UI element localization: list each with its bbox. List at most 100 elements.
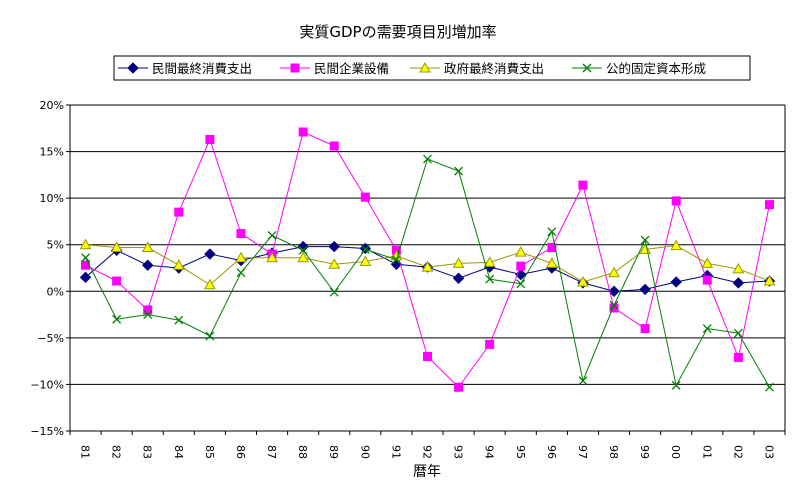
data-point xyxy=(608,285,620,297)
data-point xyxy=(143,305,153,315)
x-tick-label: 00 xyxy=(669,445,682,459)
data-point xyxy=(328,240,340,253)
data-point xyxy=(110,241,123,253)
data-point xyxy=(142,259,154,271)
data-point xyxy=(702,275,712,285)
data-point xyxy=(205,331,215,341)
data-point xyxy=(671,380,681,390)
data-point xyxy=(577,275,589,287)
data-point xyxy=(578,376,588,386)
data-point xyxy=(205,134,215,144)
data-point xyxy=(701,257,714,268)
data-point xyxy=(545,257,558,268)
series-layer xyxy=(79,127,776,392)
legend-marker xyxy=(290,63,300,73)
data-point xyxy=(143,310,153,320)
data-point xyxy=(671,196,681,206)
x-tick-label: 01 xyxy=(700,445,713,459)
x-tick-label: 99 xyxy=(638,445,651,459)
legend-marker xyxy=(582,63,592,73)
x-tick-label: 87 xyxy=(265,445,278,459)
data-point xyxy=(236,268,246,278)
data-point xyxy=(235,251,247,263)
data-point xyxy=(79,238,92,250)
data-point xyxy=(454,382,464,392)
y-tick-label: 10% xyxy=(40,192,64,205)
x-tick-label: 82 xyxy=(110,445,123,459)
data-point xyxy=(732,262,745,274)
y-tick-label: −15% xyxy=(30,425,64,438)
x-tick-label: 85 xyxy=(203,445,216,459)
x-tick-label: 94 xyxy=(483,445,496,459)
x-tick-label: 96 xyxy=(545,445,558,459)
y-tick-label: 15% xyxy=(40,146,64,159)
data-point xyxy=(81,253,91,263)
y-tick-label: −5% xyxy=(37,332,64,345)
x-tick-label: 90 xyxy=(358,445,371,459)
data-point xyxy=(578,180,588,190)
data-point xyxy=(204,278,216,290)
data-point xyxy=(421,261,434,272)
data-point xyxy=(423,351,432,361)
data-point xyxy=(640,235,650,245)
data-point xyxy=(483,256,496,267)
x-tick-label: 98 xyxy=(607,445,620,459)
data-point xyxy=(359,255,372,266)
x-tick-label: 03 xyxy=(762,445,775,459)
y-tick-label: 0% xyxy=(47,285,64,298)
data-point xyxy=(267,230,277,240)
data-point xyxy=(639,283,651,296)
data-point xyxy=(423,154,432,164)
data-point xyxy=(702,324,712,334)
data-point xyxy=(328,258,341,269)
legend-item: 政府最終消費支出 xyxy=(410,61,544,76)
legend-label: 民間企業設備 xyxy=(314,61,389,76)
x-tick-label: 97 xyxy=(576,445,589,459)
x-tick-label: 84 xyxy=(172,445,185,459)
data-point xyxy=(733,352,743,362)
x-tick-label: 89 xyxy=(327,445,340,459)
legend-marker xyxy=(127,62,139,74)
x-tick-label: 91 xyxy=(389,445,402,459)
data-point xyxy=(141,241,154,253)
x-tick-label: 86 xyxy=(234,445,247,459)
data-point xyxy=(452,257,465,268)
data-point xyxy=(391,255,401,265)
data-point xyxy=(112,314,122,324)
series-4 xyxy=(81,154,774,392)
legend-item: 民間企業設備 xyxy=(280,61,389,76)
data-point xyxy=(732,277,745,289)
data-point xyxy=(452,272,465,284)
data-point xyxy=(298,127,308,137)
data-point xyxy=(204,248,216,260)
data-point xyxy=(516,279,526,289)
legend-label: 公的固定資本形成 xyxy=(606,61,706,76)
data-point xyxy=(454,166,464,176)
x-tick-label: 81 xyxy=(79,445,92,459)
data-point xyxy=(329,141,339,151)
series-2 xyxy=(81,127,774,392)
data-point xyxy=(608,266,620,278)
data-point xyxy=(172,259,185,270)
data-point xyxy=(236,229,246,239)
legend-label: 民間最終消費支出 xyxy=(152,61,252,76)
data-point xyxy=(670,239,683,251)
legend-label: 政府最終消費支出 xyxy=(444,61,544,76)
data-point xyxy=(514,246,527,257)
data-point xyxy=(516,261,526,271)
data-point xyxy=(640,324,650,334)
y-tick-label: −10% xyxy=(30,378,64,391)
x-tick-label: 83 xyxy=(141,445,154,459)
x-tick-label: 95 xyxy=(514,445,527,459)
x-axis: 81 82 83 84 85 86 87 88 89 90 91 92 93 94 95 96 97 98 99 00… xyxy=(69,431,786,459)
x-axis-label: 暦年 xyxy=(413,464,441,480)
data-point xyxy=(297,251,310,263)
y-tick-label: 20% xyxy=(40,99,64,112)
data-point xyxy=(298,245,308,255)
data-point xyxy=(174,315,184,325)
data-point xyxy=(763,275,776,286)
data-point xyxy=(547,243,557,253)
y-axis: 20% 15% 10% 5% 0% −5% −10% −15% xyxy=(30,99,786,438)
data-point xyxy=(112,276,122,286)
